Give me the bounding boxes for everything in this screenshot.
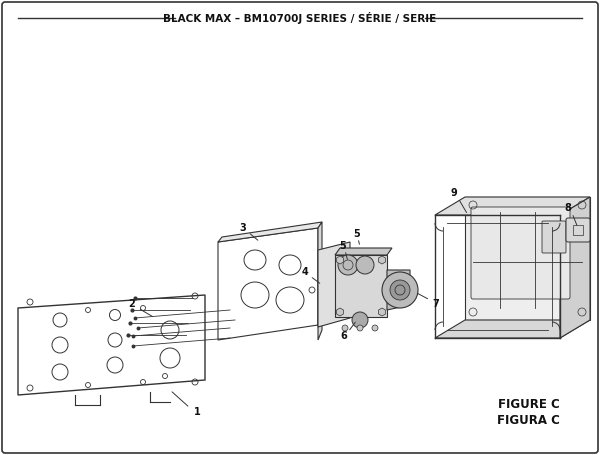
- Text: 1: 1: [194, 407, 200, 417]
- Text: BLACK MAX – BM10700J SERIES / SÉRIE / SERIE: BLACK MAX – BM10700J SERIES / SÉRIE / SE…: [163, 12, 437, 24]
- Circle shape: [372, 325, 378, 331]
- Circle shape: [382, 272, 418, 308]
- Circle shape: [356, 256, 374, 274]
- Text: 9: 9: [451, 188, 457, 198]
- Text: 5: 5: [353, 229, 361, 239]
- Text: 5: 5: [340, 241, 346, 251]
- FancyBboxPatch shape: [335, 255, 387, 317]
- Circle shape: [357, 325, 363, 331]
- FancyBboxPatch shape: [471, 207, 570, 299]
- Text: 8: 8: [565, 203, 571, 213]
- Circle shape: [342, 325, 348, 331]
- Polygon shape: [218, 222, 322, 242]
- Circle shape: [338, 255, 358, 275]
- Circle shape: [390, 280, 410, 300]
- Polygon shape: [465, 197, 590, 320]
- Text: 3: 3: [239, 223, 247, 233]
- Text: 4: 4: [302, 267, 308, 277]
- Polygon shape: [387, 270, 410, 310]
- Polygon shape: [435, 197, 590, 215]
- Text: 7: 7: [433, 299, 439, 309]
- Polygon shape: [318, 222, 322, 340]
- Circle shape: [352, 312, 368, 328]
- FancyBboxPatch shape: [566, 218, 590, 242]
- Polygon shape: [335, 248, 392, 255]
- FancyBboxPatch shape: [542, 221, 566, 253]
- Text: FIGURA C: FIGURA C: [497, 414, 560, 426]
- Text: 2: 2: [128, 299, 136, 309]
- Text: 6: 6: [341, 331, 347, 341]
- Polygon shape: [560, 197, 590, 338]
- Text: FIGURE C: FIGURE C: [498, 399, 560, 411]
- Polygon shape: [435, 320, 590, 338]
- Polygon shape: [318, 242, 350, 327]
